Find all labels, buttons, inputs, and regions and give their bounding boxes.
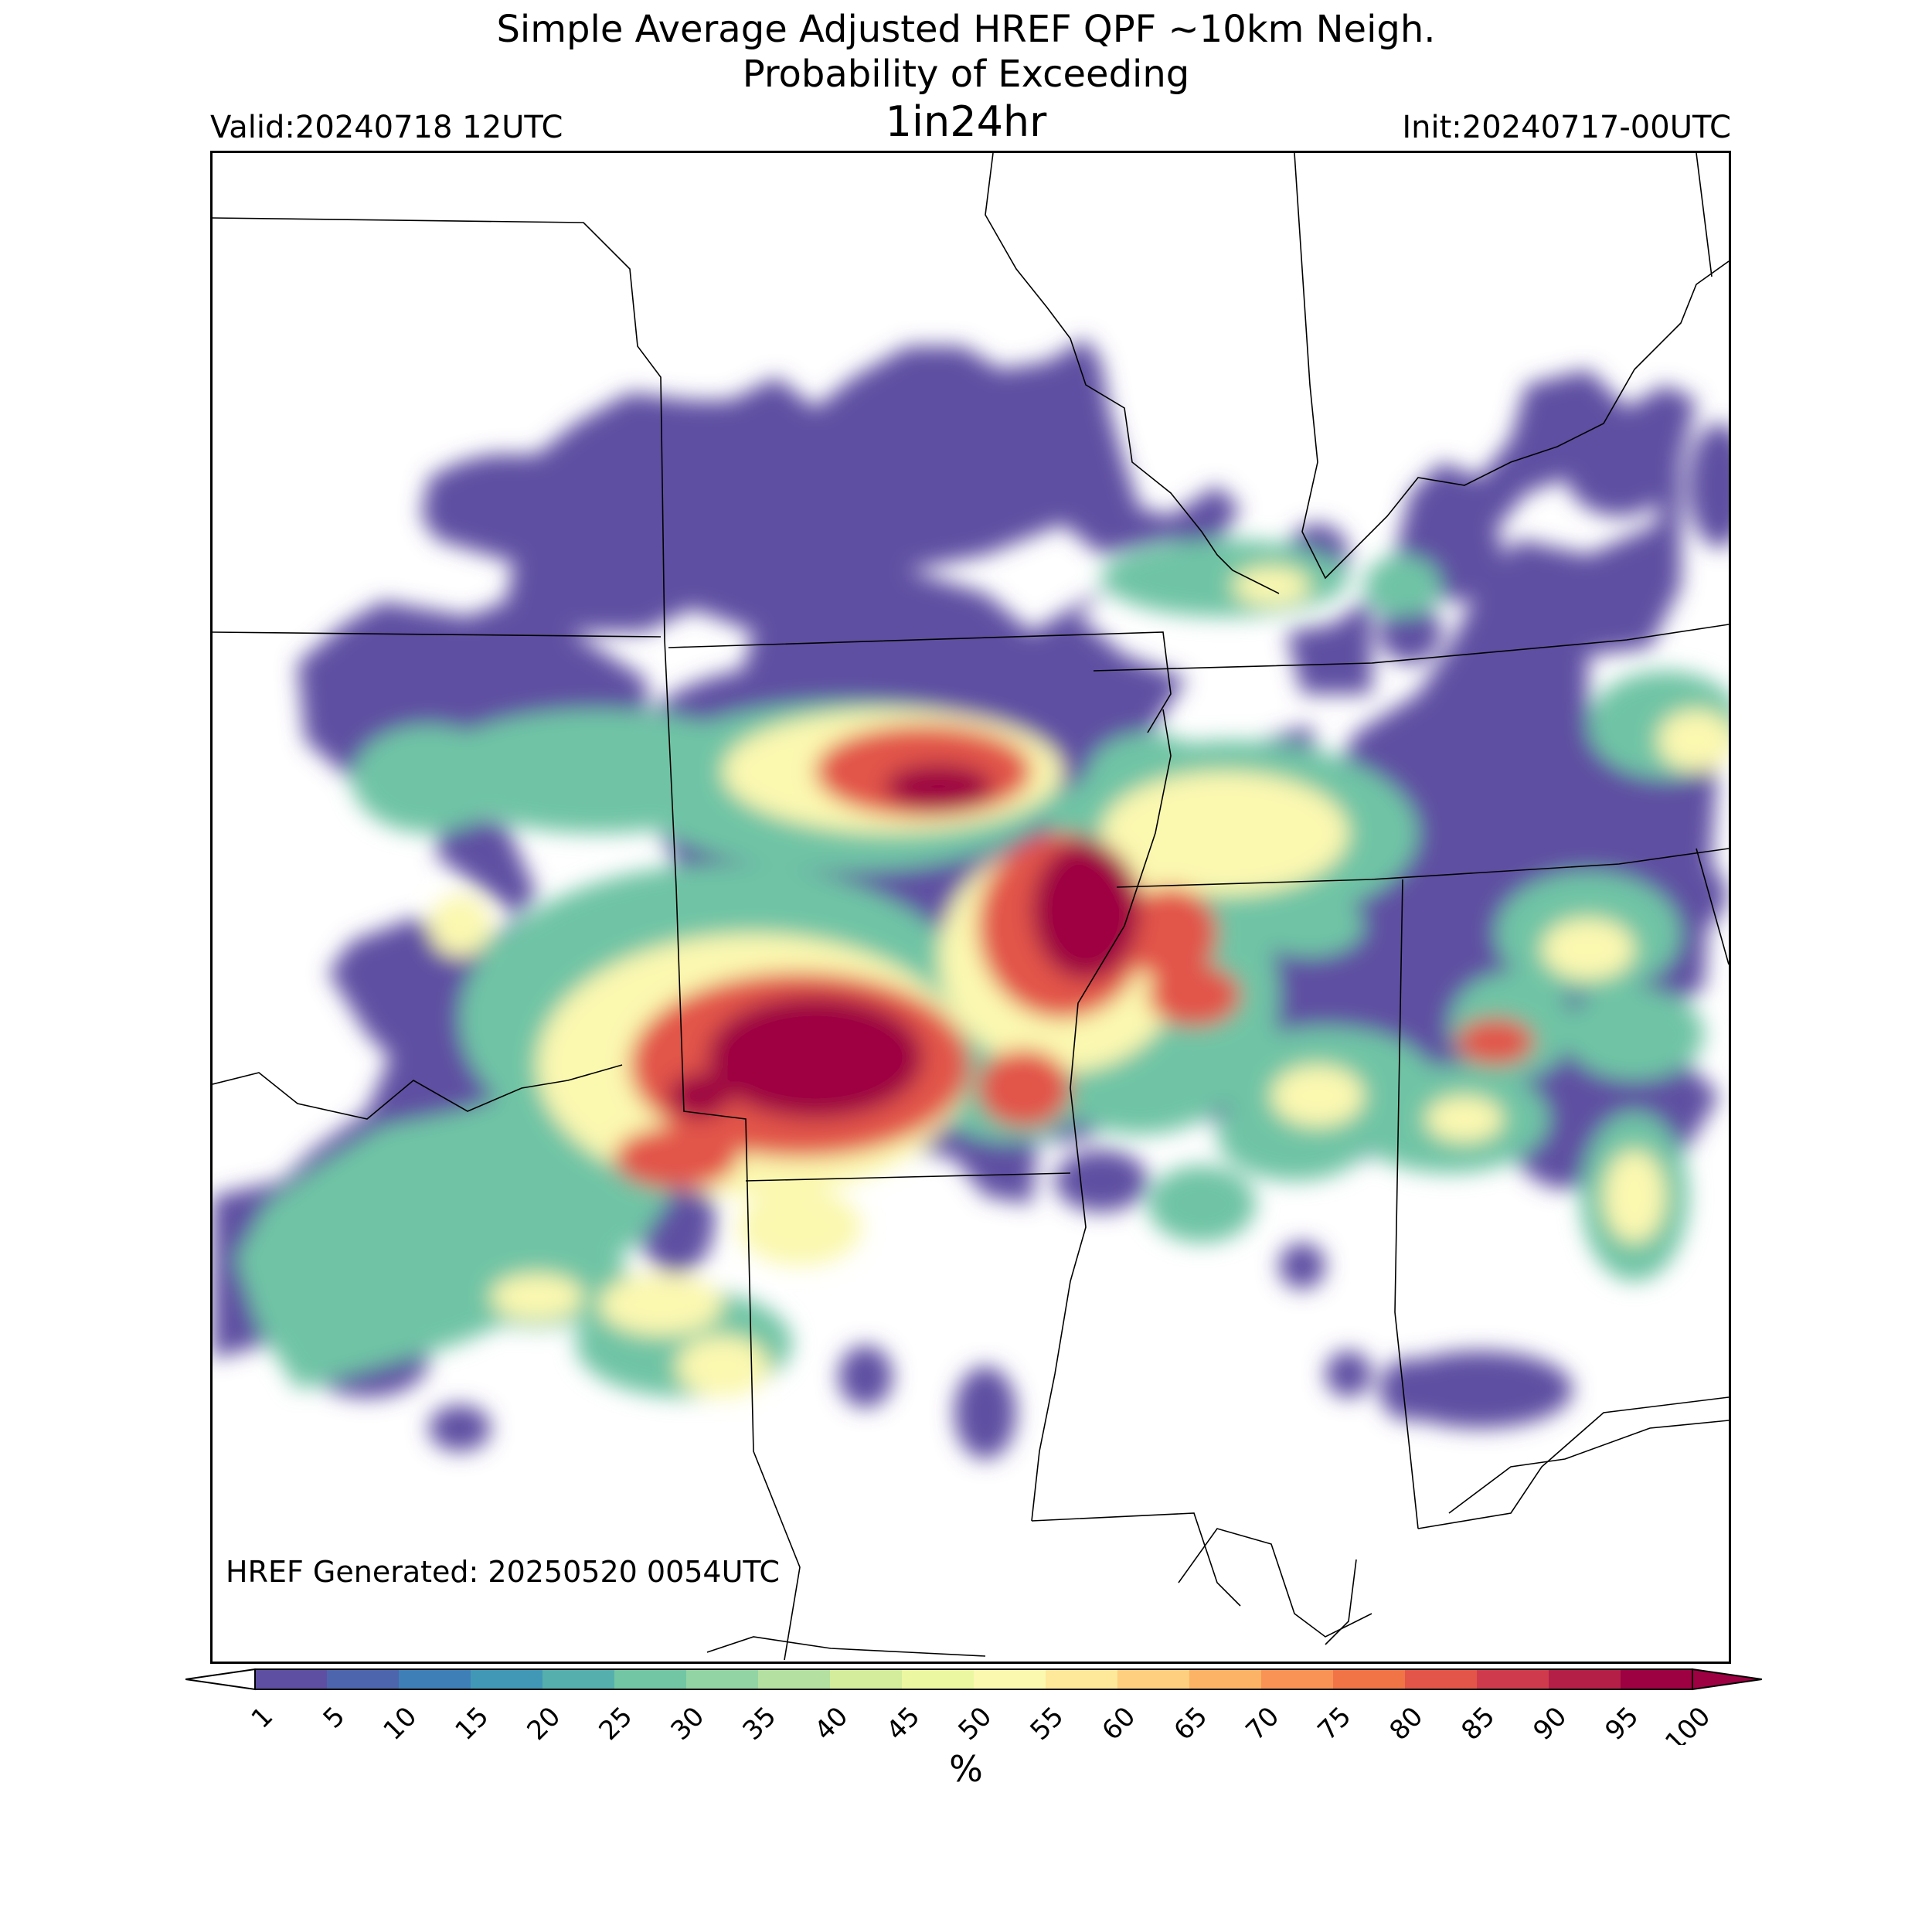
colorbar-tick-label: 100 — [1659, 1701, 1716, 1745]
colorbar-swatch — [1405, 1669, 1478, 1689]
title-threshold: 1in24hr — [885, 97, 1047, 146]
colorbar-tick-label: 95 — [1599, 1701, 1645, 1745]
colorbar-swatch — [974, 1669, 1046, 1689]
colorbar-swatch — [902, 1669, 975, 1689]
state-boundaries — [213, 153, 1729, 1661]
colorbar-swatch — [543, 1669, 615, 1689]
colorbar-swatch — [399, 1669, 471, 1689]
colorbar-swatch — [471, 1669, 543, 1689]
colorbar-tick-label: 85 — [1455, 1701, 1501, 1745]
colorbar-tick-label: 20 — [521, 1701, 566, 1745]
colorbar-tick-label: 70 — [1240, 1701, 1285, 1745]
colorbar-swatches — [185, 1668, 1762, 1691]
colorbar-swatch — [1046, 1669, 1118, 1689]
colorbar-tick-label: 90 — [1527, 1701, 1573, 1745]
title-line-1: Simple Average Adjusted HREF QPF ~10km N… — [496, 8, 1436, 51]
colorbar-swatch — [1333, 1669, 1406, 1689]
valid-time-label: Valid:20240718 12UTC — [210, 110, 563, 145]
colorbar-swatch — [1261, 1669, 1334, 1689]
colorbar-tick-label: 30 — [665, 1701, 710, 1745]
colorbar-swatch — [614, 1669, 687, 1689]
generated-timestamp: HREF Generated: 20250520 0054UTC — [226, 1555, 780, 1589]
colorbar-swatch — [758, 1669, 831, 1689]
colorbar-swatch — [1117, 1669, 1190, 1689]
colorbar-swatch — [327, 1669, 400, 1689]
colorbar-unit-label: % — [949, 1748, 983, 1790]
colorbar-swatch — [1477, 1669, 1549, 1689]
colorbar-outline — [254, 1668, 1693, 1690]
colorbar-tick-label: 15 — [449, 1701, 495, 1745]
colorbar-tick-label: 40 — [808, 1701, 854, 1745]
colorbar-tick-label: 75 — [1311, 1701, 1357, 1745]
colorbar-swatch — [1621, 1669, 1693, 1689]
colorbar-tick-label: 35 — [736, 1701, 782, 1745]
init-time-label: Init:20240717-00UTC — [1402, 110, 1731, 145]
colorbar-swatch — [255, 1669, 328, 1689]
probability-field — [213, 338, 1729, 1459]
colorbar-tick-label: 50 — [952, 1701, 998, 1745]
colorbar: 1 5 10 15 20 25 30 35 40 45 50 55 60 65 70 75 80 85 90 95 10… — [185, 1668, 1762, 1745]
colorbar-swatch — [686, 1669, 759, 1689]
colorbar-max-extension — [1692, 1668, 1762, 1691]
colorbar-swatch — [830, 1669, 903, 1689]
probability-map — [210, 151, 1731, 1664]
colorbar-min-extension — [185, 1668, 256, 1691]
colorbar-tick-label: 80 — [1383, 1701, 1429, 1745]
colorbar-swatch — [1549, 1669, 1621, 1689]
colorbar-tick-label: 1 — [246, 1701, 280, 1735]
colorbar-tick-label: 25 — [593, 1701, 638, 1745]
colorbar-tick-label: 5 — [318, 1701, 352, 1735]
colorbar-swatch — [1189, 1669, 1262, 1689]
map-canvas — [213, 153, 1729, 1661]
colorbar-tick-label: 55 — [1024, 1701, 1070, 1745]
colorbar-tick-label: 45 — [880, 1701, 926, 1745]
colorbar-tick-label: 60 — [1096, 1701, 1141, 1745]
colorbar-ticks: 1 5 10 15 20 25 30 35 40 45 50 55 60 65 70 75 80 85 90 95 10… — [246, 1701, 1717, 1745]
colorbar-tick-label: 65 — [1168, 1701, 1213, 1745]
title-line-2: Probability of Exceeding — [742, 53, 1190, 96]
colorbar-tick-label: 10 — [377, 1701, 423, 1745]
